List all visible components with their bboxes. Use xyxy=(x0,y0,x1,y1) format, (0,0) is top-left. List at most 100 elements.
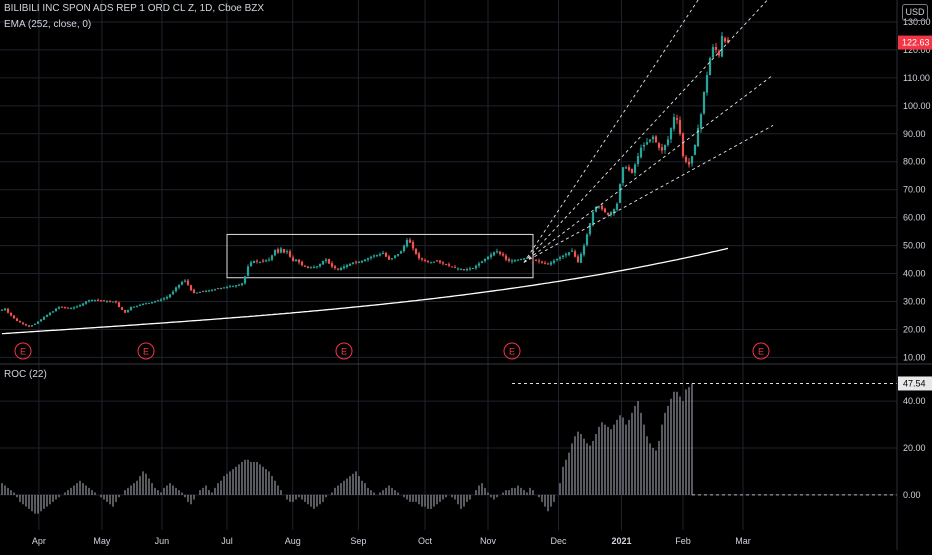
candle-body xyxy=(651,136,655,140)
fan-trend-line xyxy=(523,125,774,263)
candle-body xyxy=(459,269,463,271)
candle xyxy=(294,259,298,262)
candle xyxy=(189,284,193,292)
candle xyxy=(177,284,181,290)
candle-body xyxy=(456,268,460,270)
candle-body xyxy=(339,267,343,270)
candle-body xyxy=(192,289,196,294)
price-tick-label: 40.00 xyxy=(903,269,926,279)
candle-body xyxy=(48,312,52,315)
earnings-marker xyxy=(335,342,353,360)
candle xyxy=(429,261,433,264)
candle xyxy=(123,309,127,314)
currency-button[interactable]: USD xyxy=(902,4,928,21)
candle xyxy=(24,323,28,327)
candle xyxy=(393,255,397,259)
candle-body xyxy=(336,268,340,270)
candle xyxy=(144,302,148,305)
candle-body xyxy=(390,258,394,260)
candle xyxy=(147,302,151,304)
candle xyxy=(369,255,373,261)
candle xyxy=(198,291,202,293)
candle-body xyxy=(567,252,571,255)
time-tick-label: Feb xyxy=(675,536,691,546)
candle-body xyxy=(423,260,427,262)
candle-body xyxy=(573,251,577,257)
candle-body xyxy=(594,206,598,212)
candle-body xyxy=(33,323,37,325)
candle xyxy=(3,307,7,311)
candle xyxy=(681,132,685,158)
candle xyxy=(546,262,550,265)
candle xyxy=(99,299,103,302)
candle xyxy=(162,297,166,301)
candle-body xyxy=(375,255,379,257)
candle-body xyxy=(486,256,490,260)
fan-trend-line xyxy=(523,74,774,263)
candle-body xyxy=(231,285,235,287)
price-tick-label: 80.00 xyxy=(903,157,926,167)
candle-body xyxy=(417,253,421,259)
candle-body xyxy=(420,258,424,260)
candle-body xyxy=(327,259,331,264)
candle-body xyxy=(411,242,415,249)
price-axis-layer[interactable]: 10.00 20.00 30.00 40.00 50.00 60.00 70.00 80.00… xyxy=(898,17,932,500)
candle-body xyxy=(471,267,475,269)
candle xyxy=(492,251,496,257)
time-axis-layer[interactable]: Apr May Jun Jul Aug Sep Oct Nov Dec 2021 Feb Mar xyxy=(32,536,751,546)
candle-body xyxy=(591,212,595,224)
price-tick-label: 70.00 xyxy=(903,185,926,195)
candle xyxy=(228,284,232,288)
candle-body xyxy=(27,325,31,327)
candle xyxy=(0,309,4,311)
candle xyxy=(579,252,583,264)
candle xyxy=(348,263,352,267)
candle-body xyxy=(696,128,700,147)
candle-body xyxy=(549,262,553,265)
candle xyxy=(678,116,682,136)
time-tick-label: 2021 xyxy=(611,536,631,546)
candle xyxy=(282,248,286,254)
candle-body xyxy=(267,259,271,261)
ema-indicator-title[interactable]: EMA (252, close, 0) xyxy=(4,19,92,30)
candle xyxy=(585,233,589,247)
candle xyxy=(249,260,253,267)
candle-body xyxy=(489,254,493,258)
candle xyxy=(195,292,199,294)
candle-body xyxy=(279,248,283,253)
candle xyxy=(120,306,124,310)
candle xyxy=(645,138,649,146)
candle xyxy=(225,285,229,289)
candle-body xyxy=(516,259,520,261)
candle xyxy=(627,164,631,172)
symbol-title[interactable]: BILIBILI INC SPON ADS REP 1 ORD CL Z, 1D… xyxy=(4,3,265,14)
last-price-label: 122.63 xyxy=(902,38,930,48)
candle xyxy=(255,259,259,264)
candle xyxy=(297,259,301,265)
candle-body xyxy=(402,245,406,252)
candle-body xyxy=(657,143,661,148)
candle xyxy=(648,139,652,143)
candle-body xyxy=(711,47,715,58)
candle-body xyxy=(66,307,70,309)
candle xyxy=(378,252,382,257)
candle xyxy=(486,255,490,260)
candle-body xyxy=(387,256,391,260)
candle xyxy=(510,258,514,264)
roc-value-badge xyxy=(898,376,932,391)
candle-body xyxy=(525,257,529,259)
candle xyxy=(33,323,37,326)
candle-body xyxy=(222,287,226,289)
candle xyxy=(396,253,400,257)
roc-indicator-title[interactable]: ROC (22) xyxy=(4,369,47,380)
candle xyxy=(222,286,226,289)
candle-body xyxy=(369,256,373,259)
candle xyxy=(390,257,394,261)
candle xyxy=(234,285,238,288)
candle-body xyxy=(99,300,103,302)
candle-body xyxy=(645,142,649,145)
candle xyxy=(693,144,697,156)
candle-body xyxy=(597,206,601,208)
candle xyxy=(150,302,154,304)
